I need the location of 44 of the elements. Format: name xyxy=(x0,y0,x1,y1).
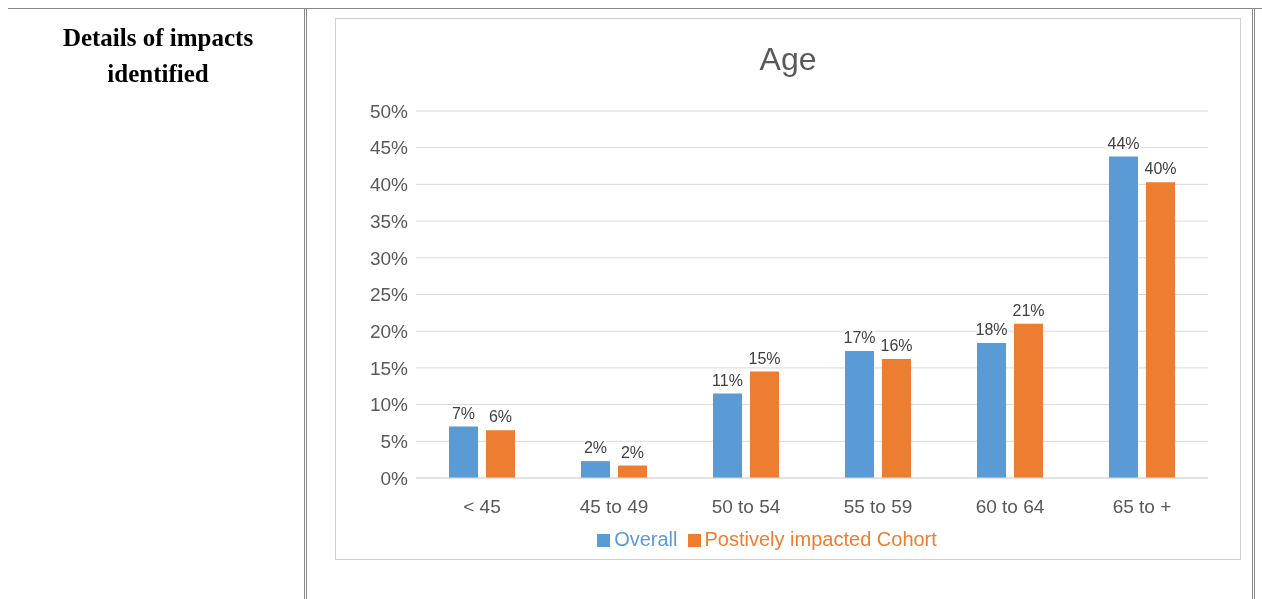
bar xyxy=(486,430,515,478)
bar xyxy=(1014,323,1043,478)
data-label: 18% xyxy=(975,320,1008,338)
data-label: 2% xyxy=(583,439,608,457)
chart-title: Age xyxy=(758,41,818,79)
y-tick-label: 20% xyxy=(369,320,409,342)
text: Details of impacts identified xyxy=(61,23,255,89)
bar xyxy=(713,393,742,478)
y-tick-label: 40% xyxy=(369,174,409,196)
bar xyxy=(882,359,911,478)
bar xyxy=(581,461,610,478)
data-label: 15% xyxy=(748,349,781,367)
y-tick-label: 5% xyxy=(380,431,409,453)
x-tick-label: 65 to + xyxy=(1112,496,1172,518)
x-tick-label: 50 to 54 xyxy=(711,496,781,518)
data-label: 2% xyxy=(620,443,645,461)
data-label: 7% xyxy=(451,404,476,422)
y-tick-label: 15% xyxy=(369,357,409,379)
y-tick-label: 45% xyxy=(369,137,409,159)
y-tick-label: 35% xyxy=(369,210,409,232)
y-tick-label: 30% xyxy=(369,247,409,269)
legend-label: Overall xyxy=(614,528,678,550)
y-tick-label: 0% xyxy=(380,467,409,489)
bar xyxy=(449,426,478,478)
y-tick-label: 10% xyxy=(369,394,409,416)
x-tick-label: 60 to 64 xyxy=(975,496,1045,518)
bar xyxy=(1146,182,1175,478)
x-tick-label: 55 to 59 xyxy=(843,496,913,518)
x-tick-label: 45 to 49 xyxy=(579,496,649,518)
bar xyxy=(1109,156,1138,478)
data-label: 21% xyxy=(1012,301,1045,319)
bar xyxy=(977,342,1006,478)
bar xyxy=(845,351,874,478)
data-label: 11% xyxy=(712,371,743,389)
data-label: 17% xyxy=(843,329,876,347)
y-tick-label: 25% xyxy=(369,284,409,306)
y-tick-label: 50% xyxy=(369,100,409,122)
x-tick-label: < 45 xyxy=(463,496,501,518)
data-label: 16% xyxy=(880,337,913,355)
legend-label: Postively impacted Cohort xyxy=(704,528,937,550)
data-label: 6% xyxy=(488,408,513,426)
bar xyxy=(750,371,779,478)
data-label: 40% xyxy=(1144,160,1177,178)
data-label: 44% xyxy=(1107,134,1140,152)
